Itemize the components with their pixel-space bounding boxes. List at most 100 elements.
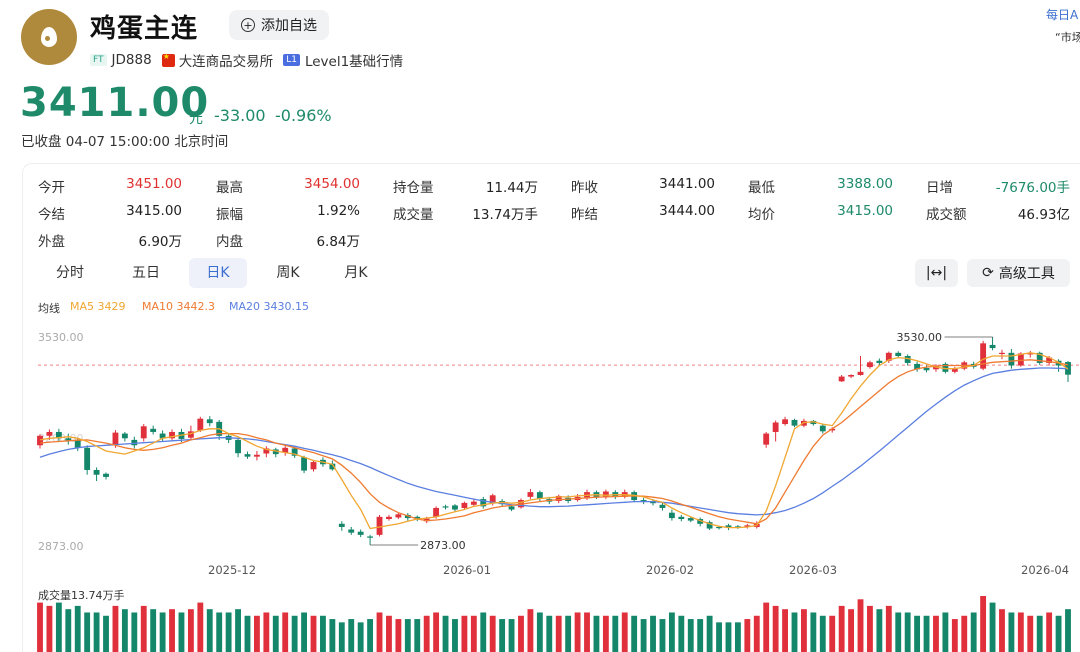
ma20-line	[39, 367, 1069, 516]
volume-bar	[659, 619, 666, 652]
candle-body	[338, 523, 345, 527]
volume-bar	[933, 615, 939, 652]
volume-bar	[584, 612, 590, 652]
volume-bar	[348, 619, 355, 652]
volume-bar	[1055, 615, 1062, 652]
candle-body	[782, 419, 788, 425]
candle-body	[253, 454, 260, 457]
stat-label: 今开	[38, 180, 65, 196]
candle-body	[348, 529, 355, 533]
volume-bar	[678, 615, 685, 652]
volume-bar	[187, 609, 194, 652]
volume-bar	[291, 615, 298, 652]
volume-bar	[593, 615, 600, 652]
tab-five-day[interactable]: 五日	[132, 265, 160, 281]
add-watchlist-label: 添加自选	[261, 18, 317, 34]
candle-body	[197, 418, 204, 431]
candle-body	[923, 368, 930, 371]
fit-width-button[interactable]: |↔|	[915, 259, 958, 287]
volume-bar	[206, 609, 213, 652]
volume-bar	[772, 605, 779, 652]
candle-body	[885, 352, 892, 361]
volume-bar	[782, 609, 788, 652]
volume-bar	[282, 612, 289, 652]
volume-bar	[1008, 612, 1015, 652]
side-note-link[interactable]: 每日A	[1046, 8, 1079, 22]
volume-bar	[253, 615, 260, 652]
tab-monthly-k[interactable]: 月K	[344, 265, 368, 281]
volume-bar	[706, 615, 713, 652]
volume-bar	[631, 615, 638, 652]
volume-bar	[414, 619, 421, 652]
volume-bar	[640, 619, 647, 652]
volume-bar	[555, 615, 562, 652]
volume-bar	[914, 615, 921, 652]
candle-body	[74, 439, 81, 448]
candle-body	[480, 499, 487, 507]
candle-body	[772, 422, 779, 432]
product-name: 鸡蛋主连	[90, 14, 199, 44]
stat-value: 11.44万	[485, 180, 538, 196]
candle-body	[819, 425, 826, 432]
volume-bar	[37, 602, 43, 652]
volume-bar	[395, 619, 402, 652]
stat-label: 今结	[38, 207, 65, 223]
volume-bar	[65, 609, 72, 652]
market-status: 已收盘 04-07 15:00:00 北京时间	[21, 134, 229, 150]
candle-body	[121, 433, 128, 439]
meta-tags: FT JD888 大连商品交易所 L1 Level1基础行情	[90, 50, 413, 70]
volume-bar	[1027, 615, 1034, 652]
volume-bar	[895, 612, 902, 652]
volume-bar	[235, 609, 241, 652]
advanced-tools-button[interactable]: ⟳ 高级工具	[967, 259, 1070, 287]
candle-body	[716, 526, 722, 529]
last-price: 3411.00	[20, 80, 210, 126]
volume-bar	[74, 605, 81, 652]
candle-body	[838, 376, 845, 382]
volume-bar	[112, 605, 119, 652]
stat-value: 3441.00	[659, 176, 715, 192]
candle-body	[310, 462, 317, 470]
volume-label: 成交量13.74万手	[38, 589, 125, 602]
volume-bar	[329, 619, 336, 652]
candle-body	[1017, 353, 1024, 366]
y-axis-bottom-label: 2873.00	[38, 540, 84, 553]
candle-body	[1008, 352, 1015, 366]
stat-label: 昨结	[571, 207, 598, 223]
candle-body	[244, 454, 251, 457]
candle-body	[46, 431, 53, 436]
stat-value: 6.84万	[316, 234, 360, 250]
code-tag: FT JD888	[90, 52, 152, 68]
exchange-name: 大连商品交易所	[178, 54, 274, 70]
volume-bar	[810, 612, 817, 652]
candle-body	[801, 420, 807, 426]
candle-body	[876, 360, 883, 363]
volume-bar	[140, 605, 147, 652]
volume-bar	[197, 602, 204, 652]
stat-label: 均价	[748, 207, 775, 223]
candle-body	[1046, 357, 1053, 363]
stat-label: 最高	[216, 180, 243, 196]
candle-body	[272, 449, 279, 455]
stat-label: 持仓量	[393, 180, 434, 196]
volume-bar	[169, 609, 175, 652]
stat-label: 外盘	[38, 234, 65, 250]
candle-body	[867, 362, 873, 368]
min-marker-label: 2873.00	[420, 539, 466, 552]
ma10-line	[39, 359, 1069, 525]
stat-value: 3415.00	[126, 203, 182, 219]
stat-value: 13.74万手	[472, 207, 538, 223]
volume-bar	[1065, 609, 1071, 652]
tab-weekly-k[interactable]: 周K	[276, 265, 300, 281]
tab-intraday[interactable]: 分时	[56, 265, 84, 281]
add-watchlist-button[interactable]: + 添加自选	[229, 10, 329, 40]
volume-bar	[876, 609, 883, 652]
tab-daily-k[interactable]: 日K	[189, 258, 247, 288]
volume-bar	[838, 605, 845, 652]
volume-bar	[121, 609, 128, 652]
candle-body	[791, 419, 798, 426]
volume-bar	[744, 619, 751, 652]
candle-body	[442, 506, 449, 508]
product-logo	[21, 9, 77, 65]
